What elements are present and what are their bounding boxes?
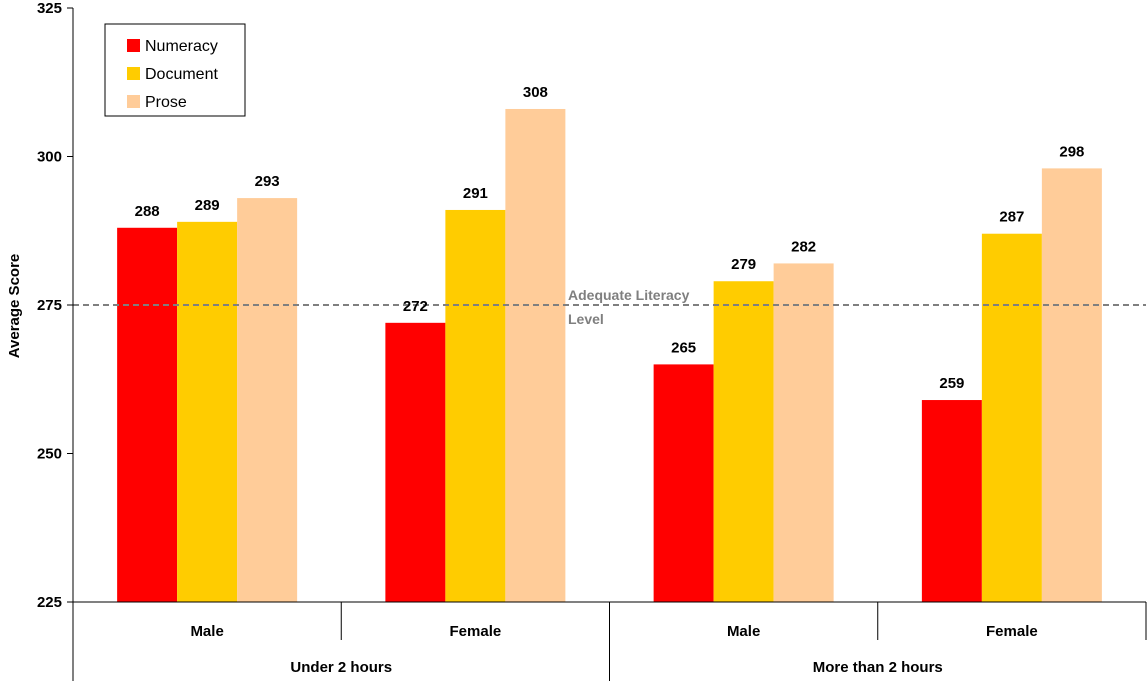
legend-label-document: Document bbox=[145, 66, 218, 83]
bars-layer bbox=[117, 108, 1102, 602]
x-category-label-3: Female bbox=[986, 623, 1038, 640]
y-tick-label-250: 250 bbox=[37, 446, 62, 463]
data-labels: 288 272 265 259 289 291 279 287 293 308 282 298 bbox=[135, 84, 1085, 392]
bar-numeracy-2 bbox=[653, 364, 714, 602]
x-group-label-1: More than 2 hours bbox=[813, 659, 943, 676]
y-tick-label-275: 275 bbox=[37, 297, 62, 314]
x-group-label-0: Under 2 hours bbox=[290, 659, 392, 676]
x-category-label-2: Male bbox=[727, 623, 760, 640]
legend-swatch-numeracy bbox=[127, 39, 140, 52]
bar-document-3 bbox=[981, 233, 1042, 602]
y-tick-label-300: 300 bbox=[37, 149, 62, 166]
data-label-prose-1: 308 bbox=[523, 84, 548, 101]
y-tick-label-225: 225 bbox=[37, 594, 62, 611]
legend: Numeracy Document Prose bbox=[104, 23, 246, 117]
data-label-document-3: 287 bbox=[999, 209, 1024, 226]
bar-prose-2 bbox=[773, 263, 834, 602]
bar-numeracy-3 bbox=[921, 400, 982, 602]
bar-document-1 bbox=[445, 209, 506, 602]
bar-document-0 bbox=[177, 221, 238, 602]
data-label-document-0: 289 bbox=[195, 197, 220, 214]
data-label-numeracy-2: 265 bbox=[671, 339, 696, 356]
data-label-numeracy-1: 272 bbox=[403, 298, 428, 315]
legend-label-numeracy: Numeracy bbox=[145, 38, 218, 55]
y-axis: 225 250 275 300 325 bbox=[37, 0, 74, 611]
bar-prose-3 bbox=[1041, 168, 1102, 602]
x-category-label-1: Female bbox=[450, 623, 502, 640]
legend-swatch-document bbox=[127, 67, 140, 80]
data-label-numeracy-0: 288 bbox=[135, 203, 160, 220]
data-label-document-2: 279 bbox=[731, 256, 756, 273]
reference-line-label: Adequate Literacy bbox=[568, 287, 690, 303]
bar-numeracy-0 bbox=[117, 227, 178, 602]
bar-numeracy-1 bbox=[385, 322, 446, 602]
bar-prose-1 bbox=[505, 108, 566, 602]
legend-swatch-prose bbox=[127, 95, 140, 108]
data-label-prose-0: 293 bbox=[255, 173, 280, 190]
y-tick-label-325: 325 bbox=[37, 0, 62, 17]
reference-line-label-level: Level bbox=[568, 311, 604, 327]
bar-prose-0 bbox=[237, 198, 298, 602]
data-label-document-1: 291 bbox=[463, 185, 488, 202]
data-label-prose-2: 282 bbox=[791, 238, 816, 255]
x-category-label-0: Male bbox=[190, 623, 223, 640]
y-axis-title: Average Score bbox=[6, 254, 23, 359]
data-label-numeracy-3: 259 bbox=[939, 375, 964, 392]
x-axis: Male Female Male Female Under 2 hours More th… bbox=[72, 601, 1147, 681]
legend-label-prose: Prose bbox=[145, 94, 187, 111]
bar-document-2 bbox=[713, 281, 774, 602]
data-label-prose-3: 298 bbox=[1059, 143, 1084, 160]
